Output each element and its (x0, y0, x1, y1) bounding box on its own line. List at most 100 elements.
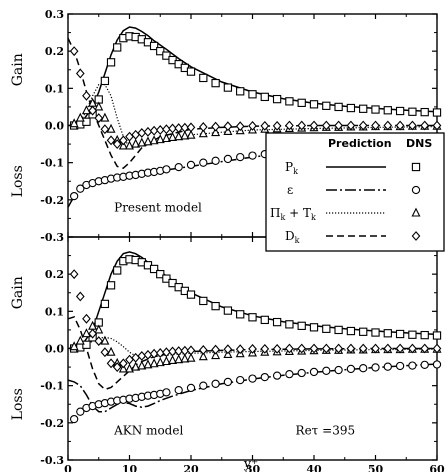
dns-marker-Dk (371, 120, 380, 131)
y-tick-label: -0.2 (40, 417, 64, 430)
dns-marker-Dk (168, 123, 177, 134)
dns-marker-PiT (137, 137, 147, 147)
dns-marker-eps (248, 151, 257, 160)
y-tick-label: -0.3 (40, 231, 64, 244)
y-tick-label: 0.0 (45, 120, 64, 133)
dns-marker-Pk (432, 331, 442, 340)
dns-marker-Pk (272, 94, 282, 104)
dns-marker-Dk (75, 291, 85, 302)
dns-marker-Pk (149, 41, 159, 51)
dns-marker-PiT (198, 351, 208, 361)
dns-marker-PiT (174, 131, 184, 141)
dns-marker-Pk (346, 326, 356, 336)
legend-prediction-header: Prediction (328, 137, 392, 150)
dns-marker-Pk (285, 320, 294, 329)
legend-label-pit: Πk + Tk (270, 206, 316, 222)
dns-marker-eps (322, 366, 331, 375)
dns-marker-Pk (113, 266, 122, 275)
x-tick-label: 60 (429, 463, 445, 472)
dns-marker-PiT (106, 123, 116, 133)
dns-marker-Pk (260, 315, 269, 325)
dns-marker-eps (174, 162, 183, 172)
dns-marker-Dk (358, 120, 368, 131)
dns-marker-Dk (272, 343, 282, 354)
dns-marker-Pk (395, 329, 405, 339)
dns-marker-Pk (309, 323, 319, 332)
y-tick-label: -0.2 (40, 194, 64, 207)
dns-marker-Pk (186, 67, 196, 76)
legend-label-pk: Pk (285, 160, 298, 176)
dns-marker-Dk (321, 120, 331, 131)
dns-marker-PiT (155, 357, 165, 367)
dns-marker-PiT (69, 118, 79, 128)
y-tick-label: -0.1 (40, 157, 64, 170)
dns-marker-Dk (119, 135, 128, 146)
dns-marker-Dk (235, 344, 245, 355)
prediction-line-Pk (67, 251, 438, 350)
dns-marker-Dk (82, 313, 91, 324)
dns-marker-PiT (131, 361, 141, 371)
dns-marker-Pk (162, 51, 171, 60)
dns-marker-Dk (211, 344, 220, 355)
dns-marker-PiT (143, 136, 153, 146)
dns-marker-Pk (297, 98, 306, 107)
dns-marker-PiT (125, 140, 134, 150)
dns-marker-Pk (346, 103, 356, 113)
dns-marker-Pk (186, 290, 196, 299)
dns-marker-eps (162, 165, 171, 174)
reynolds-annotation: Reτ =395 (296, 423, 356, 437)
x-tick-label: 20 (183, 463, 199, 472)
dns-marker-Dk (69, 46, 79, 57)
dns-marker-eps (248, 374, 257, 383)
legend-marker-2 (411, 207, 421, 217)
dns-marker-Dk (106, 135, 116, 146)
dns-marker-PiT (143, 359, 153, 369)
loss-label: Loss (10, 165, 26, 197)
dns-marker-eps (383, 362, 392, 371)
dns-marker-Dk (88, 328, 97, 339)
dns-marker-Dk (223, 344, 233, 355)
dns-marker-Dk (383, 343, 393, 354)
dns-marker-Pk (223, 83, 233, 92)
dns-marker-PiT (168, 354, 178, 364)
dns-marker-Pk (106, 281, 116, 290)
dns-marker-eps (408, 361, 417, 370)
dns-marker-eps (260, 372, 269, 382)
dns-marker-Pk (106, 58, 116, 67)
dns-marker-Dk (100, 347, 110, 358)
dns-marker-Dk (112, 362, 122, 373)
y-tick-label: -0.1 (40, 380, 64, 393)
dns-marker-Pk (248, 313, 257, 322)
dns-marker-eps (432, 360, 442, 369)
dns-marker-Dk (408, 120, 417, 131)
dns-marker-PiT (174, 354, 184, 364)
dns-marker-Dk (125, 131, 134, 142)
dns-marker-Dk (395, 120, 405, 131)
dns-marker-Pk (309, 100, 319, 109)
dns-marker-eps (272, 371, 282, 380)
dns-marker-Pk (334, 325, 343, 335)
gain-label: Gain (10, 276, 26, 309)
dns-marker-Dk (119, 358, 128, 369)
dns-marker-Dk (346, 343, 356, 354)
dns-marker-PiT (186, 129, 196, 139)
dns-marker-Dk (75, 68, 85, 79)
dns-marker-Pk (211, 78, 220, 88)
y-tick-label: 0.2 (45, 45, 64, 58)
legend: Prediction DNS Pk ε Πk + Tk Dk (265, 132, 445, 252)
dns-marker-Pk (82, 117, 91, 126)
dns-marker-PiT (100, 335, 110, 345)
dns-marker-PiT (168, 131, 178, 141)
dns-marker-eps (346, 364, 356, 374)
x-tick-label: 40 (306, 463, 322, 472)
dns-marker-PiT (81, 328, 91, 338)
dns-marker-eps (309, 367, 319, 377)
dns-marker-Pk (149, 264, 159, 274)
dns-marker-Dk (186, 122, 196, 133)
y-tick-label: 0.2 (45, 268, 64, 281)
dns-marker-Pk (432, 108, 442, 117)
x-axis-title: y⁺ (243, 457, 258, 472)
dns-marker-Dk (69, 269, 79, 280)
loss-label: Loss (10, 388, 26, 420)
